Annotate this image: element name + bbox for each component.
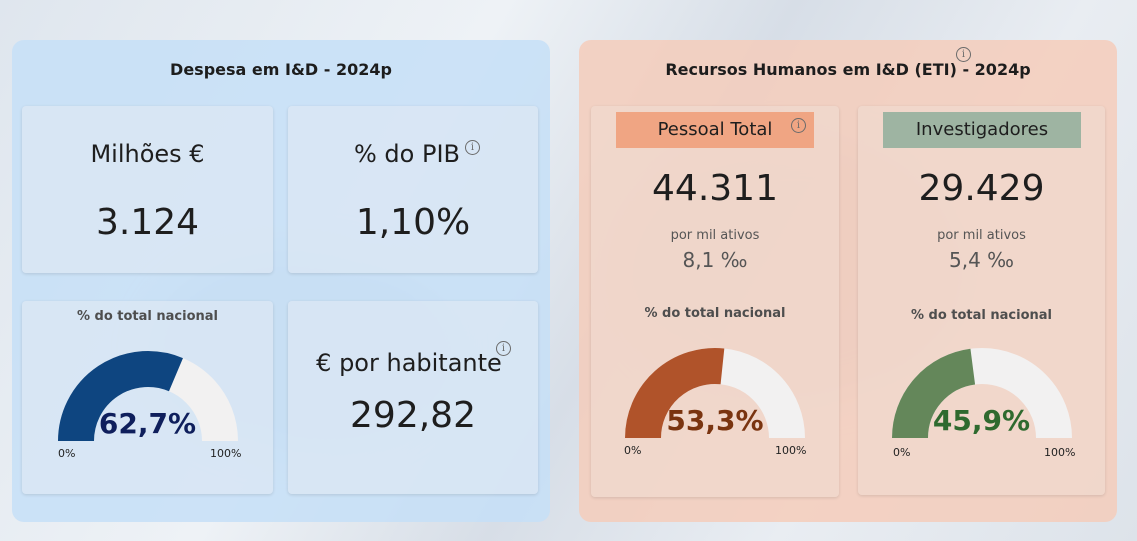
- info-icon[interactable]: i: [465, 140, 480, 155]
- total-staff-gauge: [625, 348, 805, 439]
- researchers-gauge: [892, 348, 1072, 439]
- gauge-fill: [58, 351, 183, 442]
- national-share-label: % do total nacional: [76, 309, 219, 324]
- rd-expenditure-title: Despesa em I&D - 2024p: [170, 60, 392, 79]
- per-capita-card[interactable]: € por habitante i 292,82: [288, 301, 538, 494]
- researchers-national-label: % do total nacional: [910, 308, 1053, 323]
- millions-title: Milhões €: [90, 140, 205, 168]
- national-share-value: 62,7%: [98, 407, 197, 440]
- per-capita-title: € por habitante: [316, 349, 502, 377]
- per-capita-value: 292,82: [350, 395, 476, 436]
- total-staff-card[interactable]: Pessoal Total i 44.311 por mil ativos 8,…: [591, 106, 839, 497]
- rd-expenditure-panel: Despesa em I&D - 2024p Milhões € 3.124 %…: [12, 40, 550, 522]
- gauge-min-label: 0%: [58, 447, 76, 460]
- gauge-fill: [625, 348, 725, 439]
- gauge-max-label: 100%: [210, 447, 242, 460]
- millions-value: 3.124: [95, 202, 200, 243]
- gauge-fill: [892, 348, 976, 439]
- researchers-card[interactable]: Investigadores 29.429 por mil ativos 5,4…: [858, 106, 1105, 495]
- researchers-per-label: por mil ativos: [937, 228, 1026, 243]
- human-resources-title: Recursos Humanos em I&D (ETI) - 2024p: [665, 60, 1031, 79]
- human-resources-panel: Recursos Humanos em I&D (ETI) - 2024p i …: [579, 40, 1117, 522]
- researchers-value: 29.429: [918, 168, 1045, 209]
- millions-card[interactable]: Milhões € 3.124: [22, 106, 273, 273]
- gauge-min-label: 0%: [893, 446, 911, 459]
- gauge-max-label: 100%: [775, 444, 807, 457]
- gauge-max-label: 100%: [1044, 446, 1076, 459]
- total-staff-value: 44.311: [652, 168, 778, 209]
- total-staff-per-value: 8,1 ‰: [682, 248, 748, 272]
- researchers-header: Investigadores: [883, 112, 1081, 148]
- pib-value: 1,10%: [355, 202, 471, 243]
- info-icon[interactable]: i: [496, 341, 511, 356]
- info-icon[interactable]: i: [791, 118, 806, 133]
- total-staff-header: Pessoal Total: [616, 112, 814, 148]
- total-staff-national-label: % do total nacional: [644, 306, 786, 321]
- gauge-min-label: 0%: [624, 444, 642, 457]
- researchers-per-value: 5,4 ‰: [949, 248, 1014, 272]
- total-staff-gauge-value: 53,3%: [666, 404, 764, 437]
- national-share-card[interactable]: % do total nacional 62,7% 0% 100%: [22, 301, 273, 494]
- pib-title: % do PIB: [354, 140, 460, 168]
- national-share-gauge: [58, 351, 238, 442]
- info-icon[interactable]: i: [956, 47, 971, 62]
- researchers-gauge-value: 45,9%: [932, 404, 1031, 437]
- pib-card[interactable]: % do PIB i 1,10%: [288, 106, 538, 273]
- total-staff-per-label: por mil ativos: [670, 228, 760, 243]
